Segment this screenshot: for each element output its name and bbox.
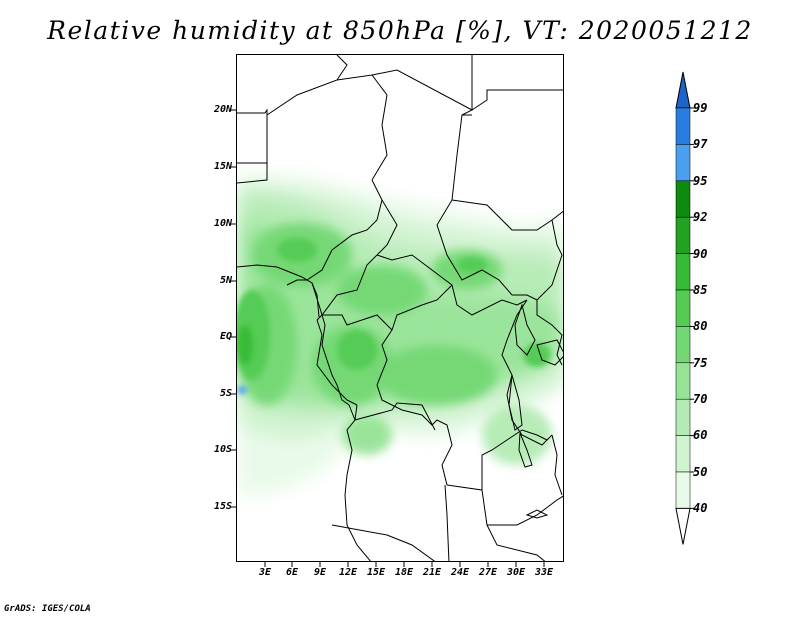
colorbar-label: 90 xyxy=(693,247,708,261)
lon-tick-label: 18E xyxy=(394,567,414,578)
lon-tick-label: 12E xyxy=(338,567,358,578)
country-borders xyxy=(237,55,563,561)
lat-tick-label: EQ xyxy=(219,331,232,342)
colorbar-label: 40 xyxy=(693,501,708,515)
lon-tick-label: 21E xyxy=(422,567,442,578)
colorbar-segment-top xyxy=(675,71,691,109)
colorbar-segment xyxy=(675,216,691,254)
colorbar-label: 60 xyxy=(693,428,708,442)
lon-tick-label: 24E xyxy=(450,567,470,578)
colorbar-label: 92 xyxy=(693,210,708,224)
lat-tick-label: 5S xyxy=(219,388,232,399)
lon-tick-label: 9E xyxy=(313,567,327,578)
colorbar-segment xyxy=(675,180,691,218)
map-svg xyxy=(237,55,563,561)
colorbar-label: 97 xyxy=(693,137,708,151)
lat-tick-label: 20N xyxy=(213,104,232,115)
lon-tick-label: 27E xyxy=(478,567,498,578)
lon-tick-label: 15E xyxy=(366,567,386,578)
colorbar-label: 75 xyxy=(693,356,708,370)
colorbar-label: 99 xyxy=(693,101,708,115)
lat-tick-label: 15N xyxy=(213,161,232,172)
colorbar-label: 85 xyxy=(693,283,708,297)
chart-title: Relative humidity at 850hPa [%], VT: 202… xyxy=(47,16,753,45)
colorbar-label: 70 xyxy=(693,392,708,406)
coastline xyxy=(237,264,356,421)
colorbar-segment xyxy=(675,253,691,291)
lon-tick-label: 6E xyxy=(285,567,299,578)
colorbar-label: 80 xyxy=(693,319,708,333)
colorbar-segment-bottom xyxy=(675,507,691,545)
colorbar-segment xyxy=(675,144,691,182)
colorbar-label: 50 xyxy=(693,465,708,479)
lat-tick-label: 10N xyxy=(213,218,232,229)
colorbar-segment xyxy=(675,362,691,400)
colorbar-segment xyxy=(675,471,691,509)
lon-tick-label: 33E xyxy=(534,567,554,578)
map-panel xyxy=(236,54,564,562)
lon-tick-label: 3E xyxy=(258,567,272,578)
lat-tick-label: 10S xyxy=(213,444,232,455)
colorbar-segment xyxy=(675,326,691,364)
footer-credit: GrADS: IGES/COLA xyxy=(4,604,91,614)
lat-tick-label: 15S xyxy=(213,501,232,512)
colorbar-segment xyxy=(675,107,691,145)
colorbar-segment xyxy=(675,435,691,473)
lat-tick-label: 5N xyxy=(219,275,232,286)
lakes xyxy=(508,303,563,519)
lon-tick-label: 30E xyxy=(506,567,526,578)
colorbar-label: 95 xyxy=(693,174,708,188)
colorbar-segment xyxy=(675,398,691,436)
colorbar-segment xyxy=(675,289,691,327)
